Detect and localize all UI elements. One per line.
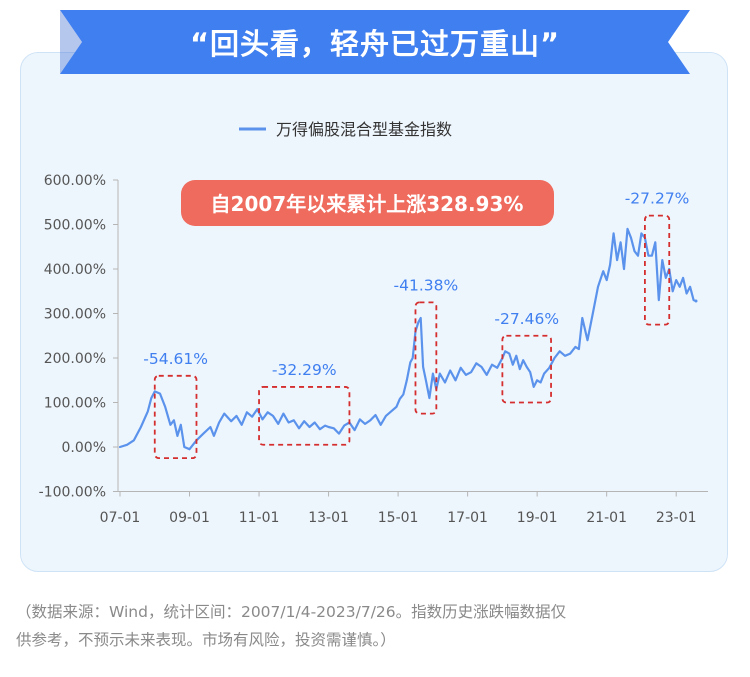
x-tick-label: 09-01 bbox=[169, 510, 210, 526]
y-tick-label: 200.00% bbox=[44, 351, 106, 367]
x-tick-label: 07-01 bbox=[100, 510, 141, 526]
footnote-line-2: 供参考，不预示未来表现。市场有风险，投资需谨慎。） bbox=[16, 631, 396, 649]
chart-card bbox=[20, 52, 728, 572]
drawdown-label: -27.27% bbox=[625, 190, 690, 208]
drawdown-label: -32.29% bbox=[272, 361, 337, 379]
title-banner bbox=[60, 10, 690, 74]
drawdown-label: -27.46% bbox=[494, 310, 559, 328]
drawdown-box bbox=[501, 334, 552, 404]
banner-shape bbox=[60, 10, 690, 74]
x-tick-label: 11-01 bbox=[239, 510, 280, 526]
x-tick-label: 13-01 bbox=[308, 510, 349, 526]
cumulative-return-badge bbox=[181, 180, 554, 226]
y-tick-label: 100.00% bbox=[44, 396, 106, 412]
y-tick-label: 0.00% bbox=[62, 440, 106, 456]
y-tick-label: 300.00% bbox=[44, 307, 106, 323]
x-tick-label: 19-01 bbox=[517, 510, 558, 526]
x-tick-label: 15-01 bbox=[378, 510, 419, 526]
x-tick-label: 23-01 bbox=[656, 510, 697, 526]
data-source-note: （数据来源：Wind，统计区间：2007/1/4-2023/7/26。指数历史涨… bbox=[16, 598, 736, 654]
y-tick-label: -100.00% bbox=[39, 485, 106, 501]
drawdown-box bbox=[414, 301, 438, 415]
drawdown-box bbox=[644, 214, 671, 326]
drawdown-box bbox=[153, 374, 198, 460]
series-line bbox=[118, 227, 698, 451]
x-tick-label: 21-01 bbox=[586, 510, 627, 526]
y-tick-label: 600.00% bbox=[44, 173, 106, 189]
series-end-point bbox=[694, 299, 698, 303]
cumulative-return-text: 自2007年以来累计上涨328.93% bbox=[211, 192, 524, 216]
y-tick-label: 500.00% bbox=[44, 218, 106, 234]
footnote-line-1: （数据来源：Wind，统计区间：2007/1/4-2023/7/26。指数历史涨… bbox=[16, 603, 567, 621]
y-tick-label: 400.00% bbox=[44, 262, 106, 278]
x-tick-label: 17-01 bbox=[447, 510, 488, 526]
drawdown-label: -41.38% bbox=[394, 276, 459, 294]
banner-notch-left bbox=[60, 10, 82, 74]
drawdown-label: -54.61% bbox=[143, 350, 208, 368]
legend-label: 万得偏股混合型基金指数 bbox=[276, 120, 452, 139]
page-title: “回头看，轻舟已过万重山” bbox=[189, 27, 561, 61]
